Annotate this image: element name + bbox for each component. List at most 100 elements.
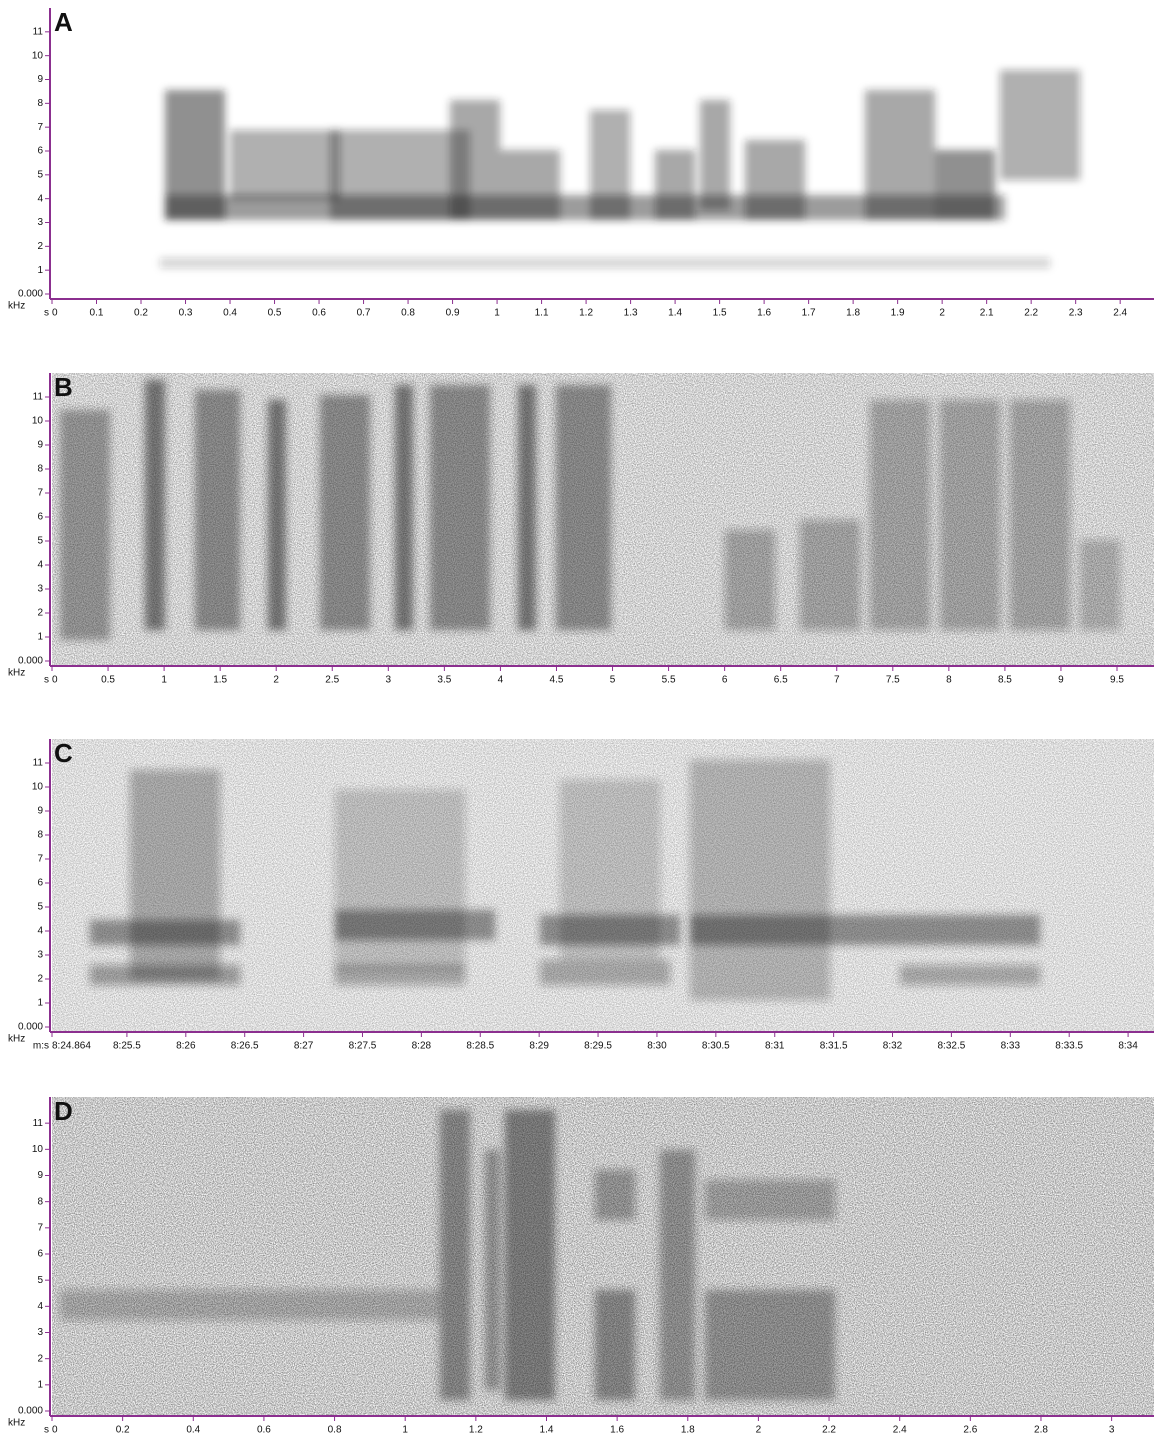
y-tick-label: 7 bbox=[37, 854, 43, 865]
x-tick-label: 1 bbox=[161, 675, 167, 686]
x-tick-label: 2.2 bbox=[822, 1425, 836, 1433]
y-tick-label: 1 bbox=[37, 1379, 43, 1390]
x-tick-label: 1.2 bbox=[469, 1425, 483, 1433]
y-tick-label: 3 bbox=[37, 950, 43, 961]
x-tick-label: 6.5 bbox=[774, 675, 788, 686]
x-tick-label: 2 bbox=[939, 308, 945, 319]
y-tick-label: 0.000 bbox=[18, 656, 43, 667]
x-tick-label: 1.5 bbox=[213, 675, 227, 686]
x-tick-label: 1.8 bbox=[846, 308, 860, 319]
x-tick-label: 8:32.5 bbox=[938, 1041, 966, 1052]
x-tick-label: 0.7 bbox=[357, 308, 371, 319]
x-tick-label: 8:29 bbox=[529, 1041, 549, 1052]
y-tick-label: 6 bbox=[37, 878, 43, 889]
x-tick-label: 8:26 bbox=[176, 1041, 196, 1052]
y-tick-label: 10 bbox=[32, 1144, 44, 1155]
x-tick-label: 1.3 bbox=[624, 308, 638, 319]
y-tick-label: 5 bbox=[37, 902, 43, 913]
x-tick-label: 0.1 bbox=[90, 308, 104, 319]
x-tick-label: 8:30 bbox=[647, 1041, 667, 1052]
x-tick-label: 2.5 bbox=[325, 675, 339, 686]
x-tick-label: 1.8 bbox=[681, 1425, 695, 1433]
y-tick-label: 11 bbox=[33, 758, 44, 769]
y-tick-label: 5 bbox=[37, 1275, 43, 1286]
x-tick-label: 2.2 bbox=[1024, 308, 1038, 319]
x-tick-label: 0.8 bbox=[328, 1425, 342, 1433]
x-tick-label: 1.4 bbox=[540, 1425, 554, 1433]
x-tick-label: 2.8 bbox=[1034, 1425, 1048, 1433]
y-tick-label: 9 bbox=[37, 440, 43, 451]
y-tick-label: 4 bbox=[37, 193, 43, 204]
x-tick-label: 1.2 bbox=[579, 308, 593, 319]
y-tick-label: 11 bbox=[33, 26, 44, 37]
y-tick-label: 3 bbox=[37, 217, 43, 228]
x-tick-label: 1.6 bbox=[757, 308, 771, 319]
x-tick-label: 1.7 bbox=[802, 308, 816, 319]
y-tick-label: 10 bbox=[32, 50, 44, 61]
x-axis-label: s bbox=[44, 308, 49, 319]
x-tick-label: 0.8 bbox=[401, 308, 415, 319]
y-tick-label: 10 bbox=[32, 782, 44, 793]
y-tick-label: 7 bbox=[37, 488, 43, 499]
x-tick-label: 1.6 bbox=[610, 1425, 624, 1433]
x-tick-label: 2.6 bbox=[963, 1425, 977, 1433]
y-tick-label: 7 bbox=[37, 122, 43, 133]
y-axis-label: kHz bbox=[8, 1034, 25, 1045]
x-tick-label: 8.5 bbox=[998, 675, 1012, 686]
x-tick-label: 8:34 bbox=[1118, 1041, 1138, 1052]
y-tick-label: 2 bbox=[37, 974, 43, 985]
x-axis-label: m:s bbox=[33, 1041, 49, 1052]
x-tick-label: 3 bbox=[386, 675, 392, 686]
y-tick-label: 0.000 bbox=[18, 289, 43, 300]
x-tick-label: 5.5 bbox=[662, 675, 676, 686]
panel-title: C bbox=[54, 738, 73, 768]
panel-title: A bbox=[54, 7, 73, 37]
y-tick-label: 3 bbox=[37, 584, 43, 595]
x-tick-label: 3 bbox=[1109, 1425, 1115, 1433]
x-tick-label: 8:24.864 bbox=[52, 1041, 91, 1052]
x-tick-label: 8:26.5 bbox=[231, 1041, 259, 1052]
x-axis-label: s bbox=[44, 1425, 49, 1433]
y-tick-label: 5 bbox=[37, 536, 43, 547]
x-tick-label: 8:27.5 bbox=[349, 1041, 377, 1052]
y-axis-label: kHz bbox=[8, 1418, 25, 1429]
y-tick-label: 4 bbox=[37, 1301, 43, 1312]
y-tick-label: 9 bbox=[37, 1170, 43, 1181]
x-tick-label: 1 bbox=[494, 308, 500, 319]
x-tick-label: 0.9 bbox=[446, 308, 460, 319]
y-tick-label: 7 bbox=[37, 1222, 43, 1233]
x-tick-label: 0.5 bbox=[101, 675, 115, 686]
x-tick-label: 8:31.5 bbox=[820, 1041, 848, 1052]
x-tick-label: 0 bbox=[52, 1425, 58, 1433]
y-tick-label: 9 bbox=[37, 74, 43, 85]
x-tick-label: 8:31 bbox=[765, 1041, 785, 1052]
x-tick-label: 4.5 bbox=[550, 675, 564, 686]
y-tick-label: 5 bbox=[37, 169, 43, 180]
x-tick-label: 0.4 bbox=[186, 1425, 200, 1433]
y-tick-label: 0.000 bbox=[18, 1022, 43, 1033]
y-tick-label: 2 bbox=[37, 1353, 43, 1364]
x-tick-label: 8:33.5 bbox=[1055, 1041, 1083, 1052]
y-tick-label: 8 bbox=[37, 464, 43, 475]
y-tick-label: 9 bbox=[37, 806, 43, 817]
x-tick-label: 0.4 bbox=[223, 308, 237, 319]
x-tick-label: 1.9 bbox=[891, 308, 905, 319]
x-tick-label: 1 bbox=[402, 1425, 408, 1433]
y-tick-label: 11 bbox=[33, 392, 44, 403]
x-tick-label: 8:32 bbox=[883, 1041, 903, 1052]
y-tick-label: 2 bbox=[37, 608, 43, 619]
y-tick-label: 8 bbox=[37, 1196, 43, 1207]
y-tick-label: 1 bbox=[37, 998, 43, 1009]
x-tick-label: 0.3 bbox=[179, 308, 193, 319]
y-tick-label: 6 bbox=[37, 1249, 43, 1260]
x-tick-label: 5 bbox=[610, 675, 616, 686]
x-tick-label: 8:30.5 bbox=[702, 1041, 730, 1052]
y-tick-label: 4 bbox=[37, 560, 43, 571]
y-tick-label: 0.000 bbox=[18, 1406, 43, 1417]
y-tick-label: 1 bbox=[37, 632, 43, 643]
y-tick-label: 3 bbox=[37, 1327, 43, 1338]
x-tick-label: 2.4 bbox=[893, 1425, 907, 1433]
x-tick-label: 2 bbox=[273, 675, 279, 686]
x-tick-label: 2.4 bbox=[1113, 308, 1127, 319]
